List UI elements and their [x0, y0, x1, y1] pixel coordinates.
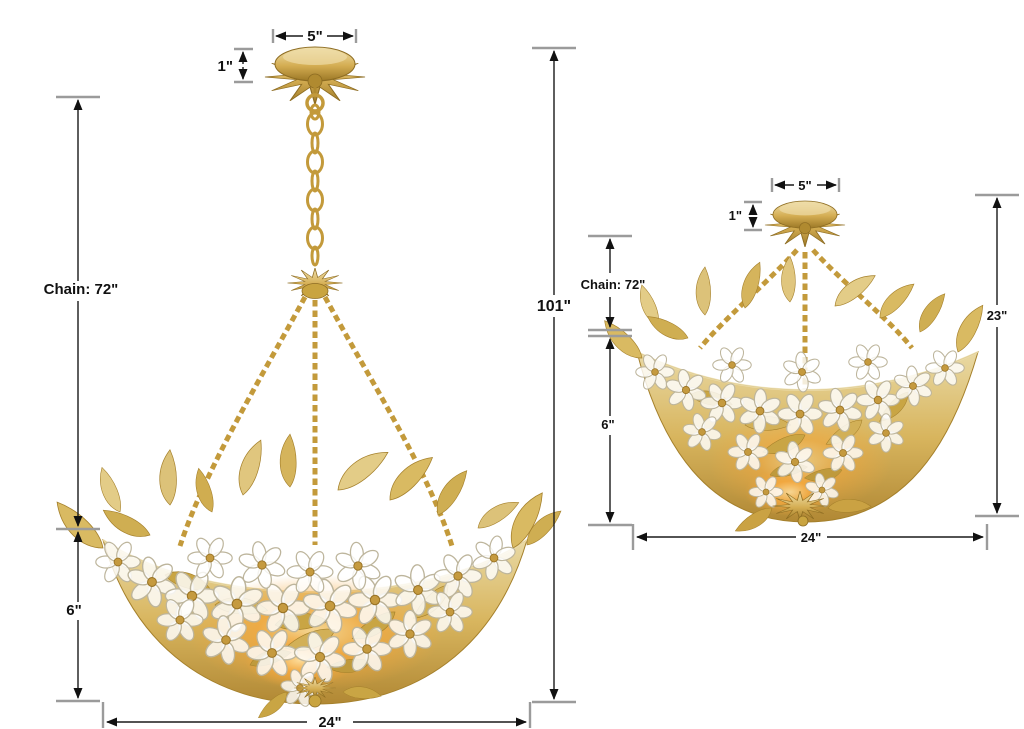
semi-flush-bowl: [600, 255, 994, 536]
pendant-suspension-chains: [177, 295, 455, 547]
semi-flush-bowl-height-label: 6": [601, 417, 614, 432]
semi-flush-finial: [772, 490, 828, 527]
pendant-width-label: 24": [318, 715, 341, 729]
semi-flush-canopy: [765, 201, 845, 247]
semi-flush-canopy-width-label: 5": [798, 178, 811, 193]
pendant-illustration: [51, 47, 569, 722]
pendant-bowl-height-label: 6": [66, 602, 81, 619]
semi-flush-width-label: 24": [801, 530, 822, 545]
pendant-chain-length-label: Chain: 72": [44, 281, 119, 298]
semi-flush-canopy-height-label: 1": [729, 208, 742, 223]
semi-flush-overall-height-label: 23": [987, 308, 1008, 323]
pendant-finial: [293, 676, 337, 708]
pendant-chain: [306, 103, 324, 267]
semi-flush-illustration: [600, 201, 994, 536]
pendant-dimensions: 5" 1" Chain: 72" 6" 101" 24": [44, 28, 576, 729]
pendant-canopy-width-label: 5": [307, 28, 322, 45]
pendant-canopy: [265, 47, 365, 113]
pendant-hub-flower: [287, 267, 343, 299]
pendant-bowl: [51, 432, 569, 722]
pendant-canopy-height-label: 1": [218, 58, 233, 75]
semi-flush-dimensions: 5" 1" Chain: 72" 6" 23" 24": [581, 178, 1019, 550]
semi-flush-chain-length-label: Chain: 72": [581, 277, 646, 292]
pendant-overall-height-label: 101": [537, 298, 571, 315]
